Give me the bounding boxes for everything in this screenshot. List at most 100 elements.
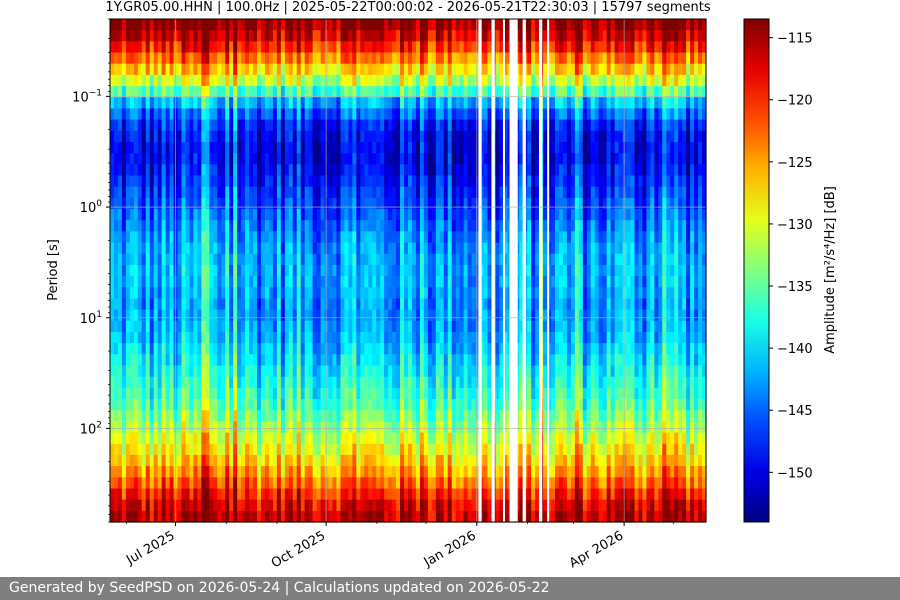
heatmap-cell: [133, 30, 139, 42]
heatmap-cell: [348, 376, 353, 389]
heatmap-cell: [125, 108, 131, 121]
heatmap-cell: [503, 432, 508, 445]
heatmap-cell: [113, 466, 119, 478]
heatmap-cell: [535, 421, 540, 434]
heatmap-cell: [245, 175, 250, 188]
heatmap-cell: [332, 510, 338, 523]
heatmap-cell: [241, 466, 246, 478]
heatmap-cell: [153, 443, 159, 456]
heatmap-cell: [451, 108, 457, 121]
heatmap-cell: [356, 141, 361, 154]
heatmap-cell: [527, 399, 532, 411]
heatmap-cell: [443, 264, 449, 277]
heatmap-cell: [364, 421, 369, 434]
heatmap-cell: [547, 220, 552, 232]
heatmap-cell: [463, 443, 469, 456]
heatmap-cell: [312, 130, 318, 143]
heatmap-cell: [165, 376, 171, 389]
heatmap-cell: [137, 499, 143, 512]
heatmap-cell: [427, 466, 433, 478]
heatmap-cell: [392, 399, 397, 411]
heatmap-cell: [411, 276, 417, 288]
heatmap-cell: [201, 119, 206, 132]
heatmap-cell: [503, 209, 508, 221]
heatmap-cell: [229, 74, 234, 87]
heatmap-cell: [280, 510, 286, 523]
heatmap-cell: [217, 253, 222, 266]
heatmap-cell: [304, 488, 310, 501]
heatmap-cell: [308, 186, 314, 199]
heatmap-cell: [129, 376, 135, 389]
heatmap-cell: [479, 52, 485, 65]
heatmap-cell: [185, 287, 191, 300]
heatmap-cell: [336, 141, 342, 154]
heatmap-cell: [388, 331, 393, 344]
heatmap-cell: [328, 376, 334, 389]
heatmap-cell: [110, 63, 115, 76]
heatmap-cell: [121, 343, 127, 355]
heatmap-cell: [229, 387, 234, 400]
heatmap-cell: [141, 331, 147, 344]
heatmap-cell: [419, 30, 425, 42]
heatmap-cell: [535, 443, 540, 456]
heatmap-cell: [411, 387, 417, 400]
heatmap-cell: [308, 320, 314, 333]
heatmap-cell: [404, 477, 409, 490]
heatmap-cell: [129, 287, 135, 300]
heatmap-cell: [304, 410, 310, 422]
heatmap-cell: [272, 141, 278, 154]
heatmap-cell: [253, 242, 258, 255]
heatmap-cell: [165, 331, 171, 344]
heatmap-cell: [408, 30, 413, 42]
heatmap-cell: [396, 253, 401, 266]
heatmap-cell: [388, 175, 393, 188]
heatmap-cell: [344, 30, 349, 42]
heatmap-cell: [328, 186, 334, 199]
heatmap-cell: [427, 276, 433, 288]
heatmap-cell: [253, 499, 258, 512]
heatmap-cell: [455, 63, 461, 76]
heatmap-cell: [499, 454, 504, 467]
heatmap-cell: [459, 309, 465, 322]
heatmap-cell: [189, 354, 195, 367]
heatmap-cell: [312, 175, 318, 188]
heatmap-cell: [431, 220, 437, 232]
heatmap-cell: [165, 19, 171, 31]
heatmap-cell: [384, 488, 389, 501]
heatmap-cell: [467, 510, 473, 523]
heatmap-cell: [332, 365, 338, 378]
heatmap-cell: [141, 387, 147, 400]
heatmap-cell: [201, 253, 206, 266]
heatmap-cell: [193, 175, 199, 188]
heatmap-cell: [201, 331, 206, 344]
heatmap-cell: [408, 365, 413, 378]
heatmap-cell: [110, 186, 115, 199]
heatmap-cell: [483, 63, 489, 76]
heatmap-cell: [535, 466, 540, 478]
heatmap-cell: [260, 41, 266, 54]
heatmap-cell: [149, 276, 155, 288]
heatmap-cell: [344, 354, 349, 367]
heatmap-cell: [451, 119, 457, 132]
heatmap-cell: [384, 52, 389, 65]
heatmap-cell: [483, 454, 489, 467]
heatmap-cell: [241, 264, 246, 277]
heatmap-cell: [487, 86, 493, 98]
heatmap-cell: [543, 231, 548, 244]
heatmap-cell: [360, 454, 365, 467]
heatmap-cell: [185, 164, 191, 177]
heatmap-cell: [316, 376, 322, 389]
heatmap-cell: [459, 499, 465, 512]
heatmap-cell: [451, 320, 457, 333]
heatmap-cell: [149, 432, 155, 445]
heatmap-cell: [213, 119, 218, 132]
heatmap-cell: [225, 399, 230, 411]
heatmap-cell: [487, 97, 493, 110]
heatmap-cell: [372, 164, 377, 177]
heatmap-cell: [360, 141, 365, 154]
heatmap-cell: [495, 231, 500, 244]
heatmap-cell: [213, 74, 218, 87]
heatmap-cell: [447, 399, 453, 411]
heatmap-cell: [471, 108, 477, 121]
heatmap-cell: [328, 466, 334, 478]
